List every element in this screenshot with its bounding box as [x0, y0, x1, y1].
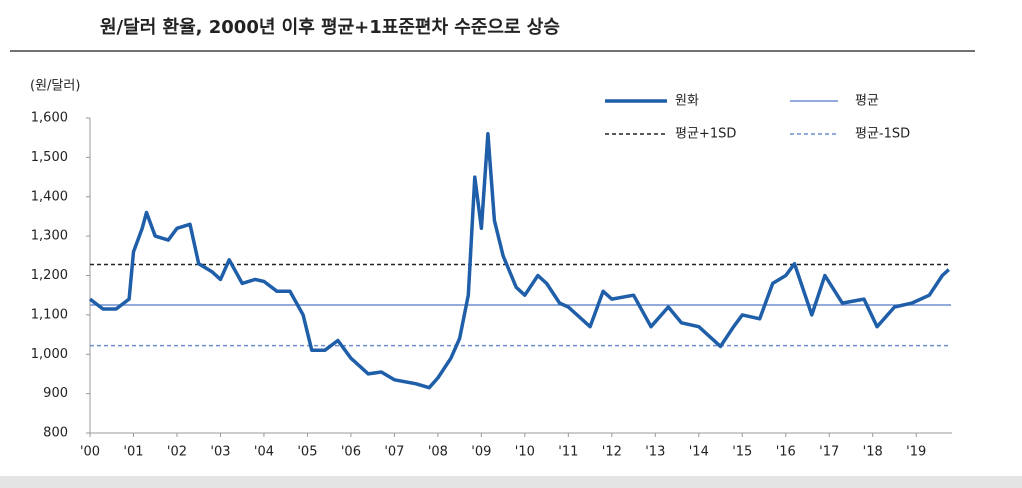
legend-label: 평균+1SD	[675, 127, 736, 142]
y-tick-label: 1,500	[31, 150, 68, 165]
y-tick-label: 900	[43, 386, 68, 401]
series-line	[88, 132, 950, 390]
x-tick-label: '08	[428, 445, 448, 460]
y-tick-label: 800	[43, 426, 68, 441]
legend-label: 평균-1SD	[855, 127, 910, 142]
x-tick-label: '14	[689, 445, 709, 460]
x-tick-label: '09	[471, 445, 491, 460]
bottom-bar	[0, 476, 1022, 488]
legend-label: 평균	[855, 94, 879, 109]
y-axis-label: (원/달러)	[30, 79, 80, 94]
x-tick-label: '11	[558, 445, 578, 460]
x-tick-label: '07	[384, 445, 404, 460]
y-tick-label: 1,400	[31, 189, 68, 204]
y-tick-label: 1,200	[31, 268, 68, 283]
chart-title: 원/달러 환율, 2000년 이후 평균+1표준편차 수준으로 상승	[100, 16, 560, 38]
x-tick-label: '12	[602, 445, 622, 460]
y-tick-label: 1,600	[31, 111, 68, 126]
x-tick-label: '19	[906, 445, 926, 460]
y-tick-label: 1,000	[31, 347, 68, 362]
x-tick-label: '13	[645, 445, 665, 460]
x-tick-label: '18	[863, 445, 883, 460]
x-tick-label: '10	[515, 445, 535, 460]
x-tick-label: '17	[819, 445, 839, 460]
x-tick-label: '01	[123, 445, 143, 460]
x-tick-label: '15	[732, 445, 752, 460]
x-tick-label: '02	[167, 445, 187, 460]
y-tick-label: 1,100	[31, 307, 68, 322]
x-tick-label: '06	[341, 445, 361, 460]
legend-label: 원화	[675, 94, 699, 109]
x-tick-label: '16	[776, 445, 796, 460]
y-tick-label: 1,300	[31, 229, 68, 244]
x-tick-label: '05	[297, 445, 317, 460]
x-tick-label: '00	[80, 445, 100, 460]
x-tick-label: '03	[210, 445, 230, 460]
x-tick-label: '04	[254, 445, 274, 460]
